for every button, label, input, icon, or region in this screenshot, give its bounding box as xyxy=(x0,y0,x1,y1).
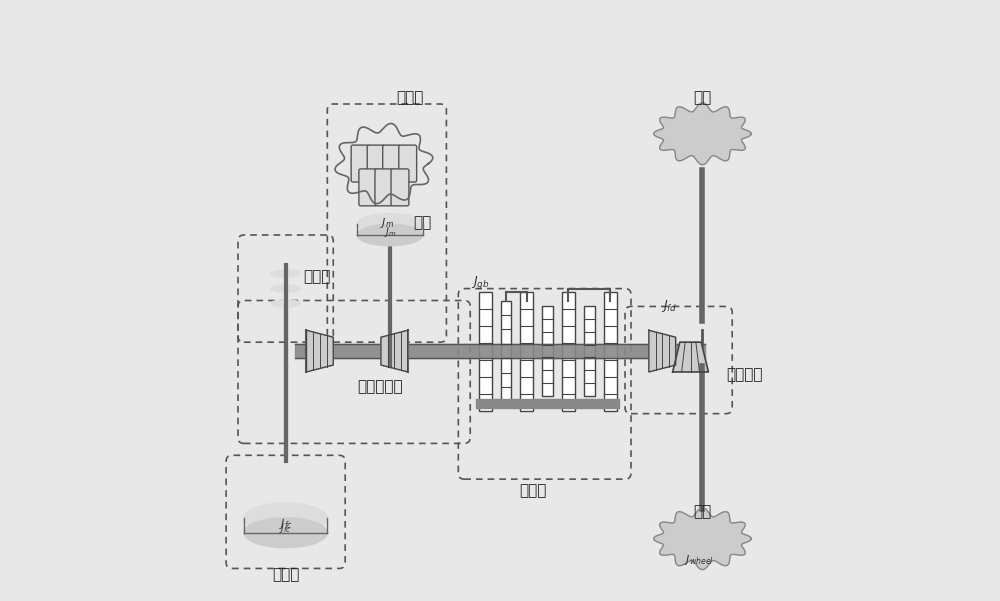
FancyBboxPatch shape xyxy=(584,307,595,396)
FancyBboxPatch shape xyxy=(562,291,575,410)
FancyBboxPatch shape xyxy=(501,300,511,401)
Text: $J_m$: $J_m$ xyxy=(380,216,394,230)
Ellipse shape xyxy=(271,300,301,307)
Text: $J_{gb}$: $J_{gb}$ xyxy=(471,274,489,291)
FancyBboxPatch shape xyxy=(383,145,401,182)
FancyBboxPatch shape xyxy=(604,291,617,410)
Polygon shape xyxy=(649,331,676,372)
FancyBboxPatch shape xyxy=(351,145,369,182)
Polygon shape xyxy=(654,103,751,165)
Text: 离合器: 离合器 xyxy=(304,269,331,284)
Text: J$_m$: J$_m$ xyxy=(384,225,396,239)
Ellipse shape xyxy=(271,285,301,292)
FancyBboxPatch shape xyxy=(391,169,409,206)
Text: 主减速器: 主减速器 xyxy=(726,367,763,382)
Ellipse shape xyxy=(271,270,301,277)
Ellipse shape xyxy=(357,224,423,246)
FancyBboxPatch shape xyxy=(399,145,417,182)
Text: $J_{wheel}$: $J_{wheel}$ xyxy=(684,552,715,567)
Text: 转矩耦合器: 转矩耦合器 xyxy=(357,379,403,394)
Text: 车轮: 车轮 xyxy=(693,504,712,519)
FancyBboxPatch shape xyxy=(359,169,377,206)
Ellipse shape xyxy=(244,503,327,532)
FancyBboxPatch shape xyxy=(542,307,553,396)
Ellipse shape xyxy=(244,518,327,548)
Text: J$_{fc}$: J$_{fc}$ xyxy=(279,521,292,535)
Text: $J_{fd}$: $J_{fd}$ xyxy=(661,299,678,314)
Text: 车轮: 车轮 xyxy=(693,91,712,106)
Text: 变速器: 变速器 xyxy=(519,484,546,499)
FancyBboxPatch shape xyxy=(520,291,533,410)
Text: 电机: 电机 xyxy=(414,216,432,231)
Polygon shape xyxy=(654,508,751,570)
Polygon shape xyxy=(381,331,408,372)
Polygon shape xyxy=(306,331,333,372)
Text: 蓄电池: 蓄电池 xyxy=(396,91,423,106)
FancyBboxPatch shape xyxy=(479,291,492,410)
Text: 发动机: 发动机 xyxy=(272,567,299,582)
FancyBboxPatch shape xyxy=(367,145,385,182)
Text: $J_{fc}$: $J_{fc}$ xyxy=(279,517,293,531)
FancyBboxPatch shape xyxy=(375,169,393,206)
Ellipse shape xyxy=(357,213,423,235)
Polygon shape xyxy=(673,342,708,372)
